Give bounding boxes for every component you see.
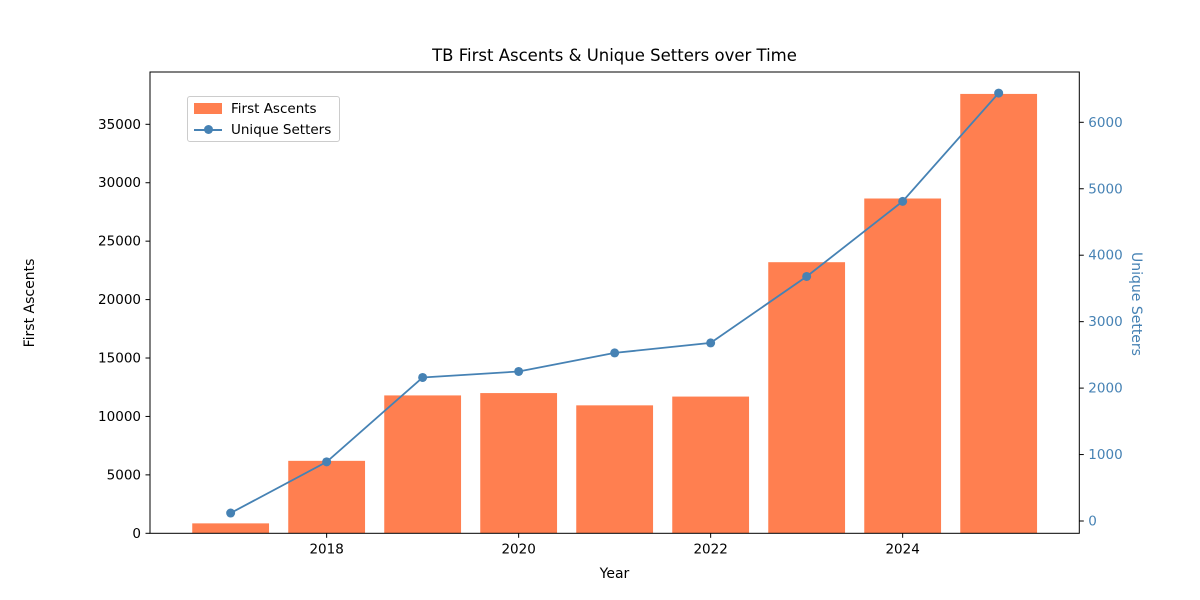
left-tick-label: 10000 xyxy=(98,409,141,425)
right-tick-label: 1000 xyxy=(1088,447,1122,463)
right-tick-label: 2000 xyxy=(1088,381,1122,397)
x-axis-label: Year xyxy=(599,566,630,582)
plot-spines xyxy=(149,71,1080,534)
chart-title: TB First Ascents & Unique Setters over T… xyxy=(432,46,797,65)
bar-2024 xyxy=(864,198,942,534)
left-tick-label: 5000 xyxy=(107,467,141,483)
line-marker-2023 xyxy=(802,271,812,281)
right-tick-label: 6000 xyxy=(1088,115,1122,131)
bar-swatch-icon xyxy=(194,103,222,114)
bar-2019 xyxy=(384,395,462,534)
legend-entry-unique-setters: Unique Setters xyxy=(194,122,339,138)
right-tick-label: 5000 xyxy=(1088,181,1122,197)
right-tick-label: 3000 xyxy=(1088,314,1122,330)
bar-2022 xyxy=(672,396,750,534)
legend-label: First Ascents xyxy=(231,100,317,117)
left-tick-label: 25000 xyxy=(98,234,141,250)
bar-2023 xyxy=(768,262,846,534)
right-tick-label: 4000 xyxy=(1088,248,1122,264)
line-marker-2024 xyxy=(898,196,908,206)
line-marker-2019 xyxy=(418,372,428,382)
legend-entry-first-ascents: First Ascents xyxy=(194,101,339,117)
line-marker-2025 xyxy=(994,88,1004,98)
x-tick-label: 2024 xyxy=(885,541,919,557)
line-marker-2022 xyxy=(706,338,716,348)
x-tick-label: 2018 xyxy=(309,541,343,557)
left-tick-label: 0 xyxy=(132,526,141,542)
left-tick-label: 30000 xyxy=(98,175,141,191)
left-tick-label: 15000 xyxy=(98,351,141,367)
bar-2017 xyxy=(192,523,270,534)
left-y-axis-label: First Ascents xyxy=(22,258,38,348)
bar-2021 xyxy=(576,405,654,534)
line-marker-2021 xyxy=(610,348,620,358)
x-tick-label: 2022 xyxy=(693,541,727,557)
x-tick-label: 2020 xyxy=(501,541,535,557)
legend: First Ascents Unique Setters xyxy=(187,96,340,142)
legend-label: Unique Setters xyxy=(231,121,332,138)
line-marker-swatch-icon xyxy=(194,124,222,135)
line-marker-2017 xyxy=(226,508,236,518)
bar-2025 xyxy=(960,93,1038,534)
line-marker-2020 xyxy=(514,366,524,376)
line-marker-2018 xyxy=(322,457,332,467)
right-y-axis-label: Unique Setters xyxy=(1128,252,1144,356)
left-tick-label: 35000 xyxy=(98,117,141,133)
bar-2020 xyxy=(480,393,558,534)
right-tick-label: 0 xyxy=(1088,514,1097,530)
left-tick-label: 20000 xyxy=(98,292,141,308)
bar-2018 xyxy=(288,460,366,534)
